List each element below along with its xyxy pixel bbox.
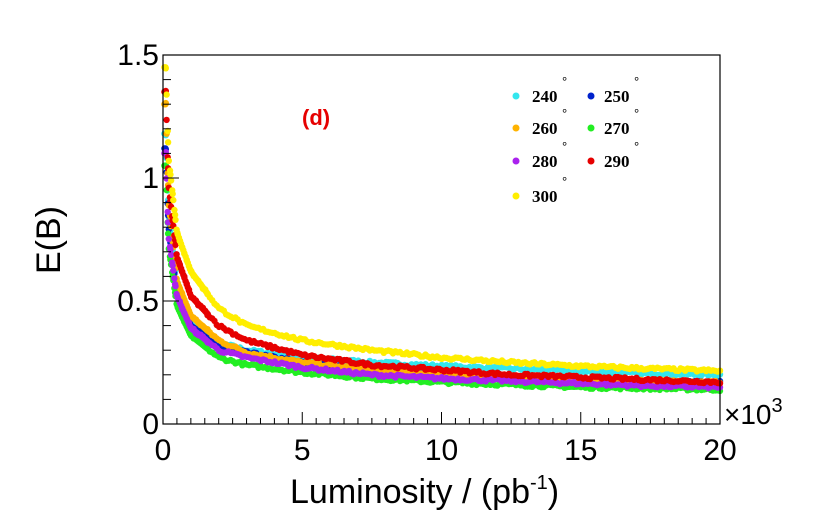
- data-point: [169, 187, 176, 194]
- legend-label: 250: [604, 87, 630, 106]
- data-point: [164, 127, 171, 135]
- data-point: [170, 267, 177, 274]
- axis-ticks: [162, 54, 721, 425]
- data-point: [162, 64, 169, 71]
- x-axis-multiplier-exp: 3: [772, 395, 783, 417]
- legend-marker: [512, 157, 520, 165]
- x-tick-label: 15: [564, 434, 597, 467]
- data-point: [172, 283, 179, 290]
- x-axis-multiplier-base: ×10: [724, 399, 772, 430]
- legend-degree: °: [562, 106, 567, 121]
- data-point: [170, 196, 177, 204]
- data-point: [172, 216, 179, 223]
- legend-marker: [587, 157, 595, 165]
- data-point: [172, 241, 179, 248]
- data-point: [163, 91, 170, 98]
- legend-label: 280: [532, 152, 558, 171]
- series-290: [161, 87, 724, 387]
- legend-item-300: 300 °: [512, 174, 567, 206]
- data-point: [171, 211, 179, 219]
- legend-marker: [512, 192, 520, 200]
- x-axis-title-sup: -1: [530, 472, 548, 494]
- data-point: [204, 310, 211, 318]
- legend-degree: °: [634, 74, 639, 89]
- legend-item-270: 270 °: [587, 106, 639, 138]
- data-point: [167, 177, 175, 184]
- legend-marker: [587, 92, 595, 100]
- legend-marker: [587, 124, 595, 132]
- legend-label: 260: [532, 119, 558, 138]
- y-tick-label: 0.5: [117, 285, 159, 318]
- series-300: [161, 64, 724, 375]
- legend-degree: °: [562, 139, 567, 154]
- data-point: [204, 338, 211, 345]
- y-tick-label: 1.5: [117, 39, 159, 72]
- data-point: [164, 139, 172, 146]
- legend-degree: °: [562, 74, 567, 89]
- data-point: [171, 275, 178, 282]
- data-point: [164, 230, 172, 237]
- y-tick-label: 0: [142, 408, 159, 441]
- legend-item-290: 290 °: [587, 139, 639, 171]
- legend-item-240: 240 °: [512, 74, 567, 106]
- data-point: [204, 345, 211, 353]
- legend-label: 240: [532, 87, 558, 106]
- y-tick-label: 1: [142, 162, 159, 195]
- legend-item-280: 280 °: [512, 139, 567, 171]
- data-point: [171, 206, 178, 214]
- legend-item-250: 250 °: [587, 74, 639, 106]
- y-axis-title: E(B): [30, 206, 68, 274]
- x-tick-label: 0: [155, 434, 172, 467]
- legend-degree: °: [634, 106, 639, 121]
- data-point: [169, 259, 176, 266]
- data-points: [161, 64, 724, 395]
- x-axis-multiplier: ×103: [724, 395, 783, 430]
- x-axis-title: Luminosity / (pb-1): [290, 472, 559, 511]
- x-tick-label: 20: [703, 434, 736, 467]
- data-point: [166, 243, 174, 251]
- legend: 240 ° 250 ° 260 ° 270 ° 280 ° 290 ° 300 °: [512, 74, 639, 206]
- data-point: [173, 251, 180, 258]
- data-point: [173, 226, 180, 233]
- panel-annotation: (d): [302, 105, 330, 130]
- legend-marker: [512, 124, 520, 132]
- data-point: [164, 208, 171, 216]
- x-tick-label: 10: [425, 434, 458, 467]
- data-point: [166, 167, 174, 174]
- data-point: [165, 157, 172, 164]
- series-280: [161, 149, 724, 392]
- data-point: [204, 327, 211, 334]
- data-point: [204, 290, 211, 298]
- legend-label: 300: [532, 187, 558, 206]
- x-axis-title-end: ): [548, 473, 559, 511]
- legend-degree: °: [562, 174, 567, 189]
- data-point: [167, 251, 175, 258]
- data-point: [163, 116, 170, 124]
- x-axis-title-main: Luminosity / (pb: [290, 473, 530, 511]
- axis-tick-labels: 0 5 10 15 20 0 0.5 1 1.5: [117, 39, 736, 467]
- data-point: [165, 235, 172, 243]
- legend-label: 270: [604, 119, 630, 138]
- legend-degree: °: [634, 139, 639, 154]
- legend-label: 290: [604, 152, 630, 171]
- x-tick-label: 5: [294, 434, 311, 467]
- legend-marker: [512, 92, 520, 100]
- legend-item-260: 260 °: [512, 106, 567, 138]
